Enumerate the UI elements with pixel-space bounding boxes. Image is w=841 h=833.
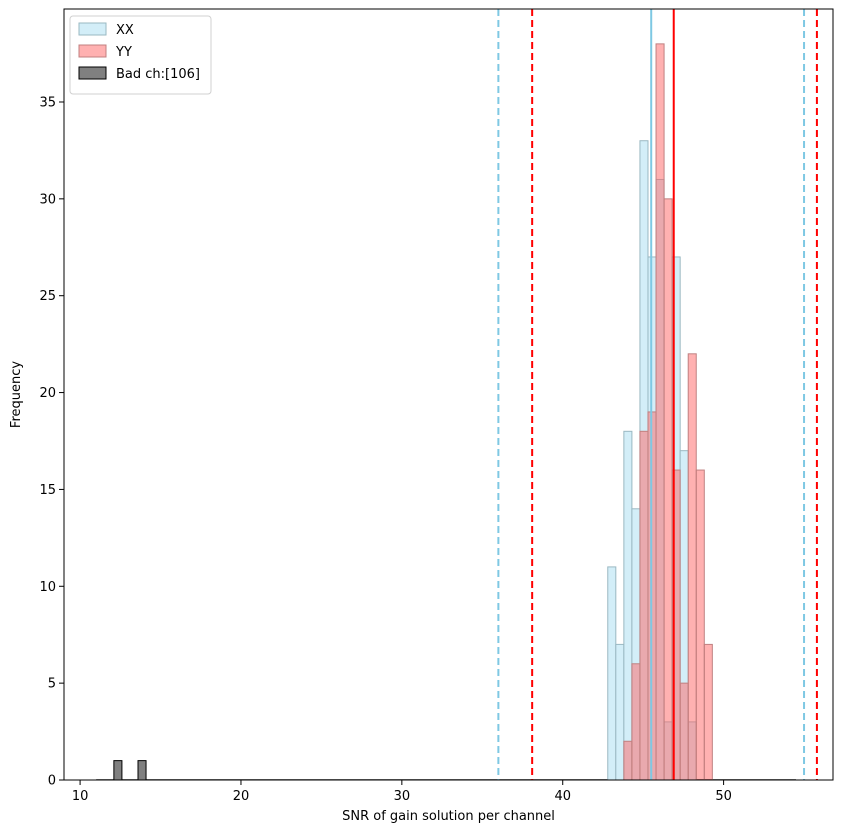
bar-yy-0 bbox=[623, 740, 633, 781]
reference-lines-layer bbox=[497, 9, 818, 780]
y-tick-label-1: 5 bbox=[48, 677, 56, 692]
bar-yy-10 bbox=[703, 643, 713, 781]
ticks-layer: 10 20 30 40 50 0 5 10 15 20 25 30 35 bbox=[39, 95, 731, 804]
y-tick-label-2: 10 bbox=[39, 580, 56, 595]
legend-label-0: XX bbox=[116, 23, 134, 38]
legend-swatch-0 bbox=[78, 22, 107, 36]
legend-swatch-1 bbox=[78, 44, 107, 58]
y-tick-label-5: 25 bbox=[39, 289, 56, 304]
y-tick-label-4: 20 bbox=[39, 386, 56, 401]
bar-xx-2 bbox=[623, 430, 633, 781]
bar-bad-ch-106--0 bbox=[113, 760, 123, 781]
bar-yy-9 bbox=[695, 469, 705, 781]
y-tick-label-6: 30 bbox=[39, 192, 56, 207]
bar-yy-5 bbox=[663, 198, 673, 781]
y-tick-label-7: 35 bbox=[39, 95, 56, 110]
x-axis-label: SNR of gain solution per channel bbox=[342, 809, 555, 824]
legend-swatch-2 bbox=[78, 66, 107, 80]
y-axis-label: Frequency bbox=[9, 361, 24, 428]
bars-layer bbox=[96, 43, 796, 781]
legend: XX YY Bad ch:[106] bbox=[69, 15, 212, 95]
y-tick-label-0: 0 bbox=[48, 774, 56, 789]
x-tick-label-4: 50 bbox=[715, 789, 732, 804]
x-tick-label-3: 40 bbox=[554, 789, 571, 804]
bar-xx-0 bbox=[607, 566, 617, 781]
bar-yy-2 bbox=[639, 430, 649, 781]
x-tick-label-1: 20 bbox=[233, 789, 250, 804]
x-tick-label-0: 10 bbox=[72, 789, 89, 804]
plot-frame bbox=[63, 8, 834, 781]
bar-xx-1 bbox=[615, 643, 625, 781]
legend-label-2: Bad ch:[106] bbox=[116, 67, 200, 82]
bar-yy-7 bbox=[679, 682, 689, 781]
bar-bad-ch-106--1 bbox=[137, 760, 147, 781]
x-tick-label-2: 30 bbox=[394, 789, 411, 804]
bar-yy-4 bbox=[655, 43, 665, 781]
y-tick-label-3: 15 bbox=[39, 483, 56, 498]
bar-yy-8 bbox=[687, 353, 697, 781]
legend-label-1: YY bbox=[115, 45, 132, 60]
bar-yy-1 bbox=[631, 663, 641, 781]
